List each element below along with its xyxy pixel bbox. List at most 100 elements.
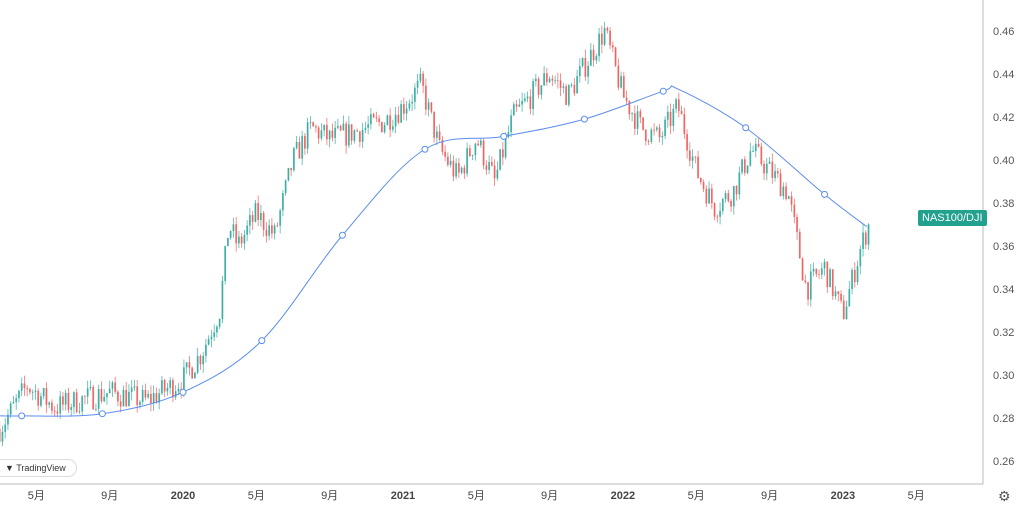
candle [603,21,606,47]
candle [89,380,92,391]
candle [793,198,796,224]
candle [829,267,831,288]
candle [240,233,243,248]
candle [273,223,276,240]
candle [260,204,262,227]
candle [224,245,227,285]
candle [548,76,551,83]
candle [521,92,524,112]
candle [526,91,529,103]
candle [20,377,23,397]
candle [798,228,801,259]
candle [510,109,513,138]
candle [768,157,771,164]
candle [686,129,688,159]
candle [801,257,804,281]
candle [51,399,53,415]
candle [353,129,356,144]
candle [232,217,235,238]
candle [375,111,378,123]
candle [227,237,229,247]
candle [818,269,820,280]
candle [636,105,639,135]
candle [78,402,81,415]
candle [73,391,75,415]
candle [807,281,809,306]
candle [705,185,708,208]
candle [433,111,436,143]
candle [672,103,675,132]
candle [749,142,752,167]
candle [141,385,144,405]
candle [757,137,760,148]
time-tick: 9月 [541,490,558,502]
candle [48,401,51,409]
candle [545,67,548,86]
candle [529,89,532,115]
candle [106,393,108,405]
candle [199,354,202,371]
time-tick: 5月 [28,490,45,502]
candle [251,210,254,231]
candle [760,142,763,167]
candle [108,380,111,394]
ma-marker [98,410,106,418]
candle [114,376,117,395]
ma-marker [18,412,26,420]
candle [4,418,7,439]
candle [732,185,735,215]
candle [306,117,309,154]
candle [551,74,554,87]
price-tick: 0.28 [993,413,1014,425]
candle [457,158,460,179]
ma-markers [18,87,829,420]
candle [771,153,774,184]
candle [675,97,677,113]
candle [196,347,199,375]
candle [191,366,194,380]
candle [205,338,207,363]
candle [840,290,842,304]
candle [592,44,595,67]
candle [776,167,779,179]
time-tick: 9月 [101,490,118,502]
candle [334,120,337,145]
candle [295,135,298,150]
candle [537,76,540,99]
price-tick: 0.46 [993,26,1014,38]
candle [130,380,133,401]
candle [81,395,84,416]
time-tick: 5月 [468,490,485,502]
price-axis[interactable]: 0.46 0.44 0.42 0.40 0.38 0.36 0.34 0.32 0.30 0.28… [993,26,1014,468]
ma-marker [421,145,429,153]
candle [490,156,493,167]
candle [559,73,562,97]
candle [367,115,370,135]
time-axis[interactable]: 5月 9月 2020 5月 9月 2021 5月 9月 2022 5月 9月 2023 5月 [28,490,925,502]
price-tick: 0.26 [993,456,1014,468]
logo-text: TradingView [16,463,66,473]
ma-marker [821,190,829,198]
candle [708,181,710,204]
candle [435,126,438,146]
candle [15,394,18,410]
candle [45,382,48,413]
candle [820,262,823,279]
candle [856,260,859,286]
candle [669,103,672,134]
candle [169,377,172,395]
candle [699,177,702,185]
candle [416,73,419,95]
candle [752,145,754,153]
candle [320,123,323,141]
candle [488,155,491,175]
time-tick: 2021 [391,490,415,502]
candle [650,127,653,144]
candle [754,138,757,158]
tradingview-logo[interactable]: ▼ TradingView [0,459,77,477]
gear-icon[interactable]: ⚙ [998,488,1011,504]
candle [501,142,504,166]
candle [570,82,573,88]
candle [56,403,59,418]
